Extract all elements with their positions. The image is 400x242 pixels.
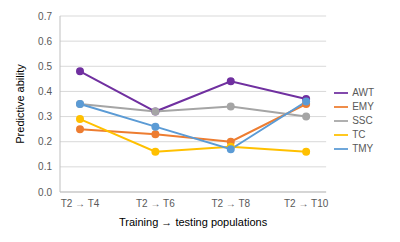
svg-text:T2 → T8: T2 → T8 (211, 198, 250, 209)
svg-text:0.6: 0.6 (38, 36, 52, 47)
svg-text:T2 → T6: T2 → T6 (136, 198, 175, 209)
svg-text:0.3: 0.3 (38, 111, 52, 122)
html-text:TC: TC (352, 128, 366, 140)
svg-text:T2 → T4: T2 → T4 (61, 198, 100, 209)
svg-text:0.2: 0.2 (38, 136, 52, 147)
svg-text:0.0: 0.0 (38, 187, 52, 198)
svg-text:T2 → T10: T2 → T10 (284, 198, 329, 209)
svg-text:0.7: 0.7 (38, 11, 52, 22)
html-text:SSC: SSC (352, 114, 373, 126)
svg-text:0.4: 0.4 (38, 86, 52, 97)
svg-text:0.1: 0.1 (38, 161, 52, 172)
svg-text:Training → testing populations: Training → testing populations (119, 216, 268, 228)
html-text:AWT: AWT (352, 86, 374, 98)
html-text:TMY: TMY (352, 142, 374, 154)
svg-text:Predictive ability: Predictive ability (14, 64, 26, 144)
html-text:EMY: EMY (352, 100, 374, 112)
svg-text:0.5: 0.5 (38, 61, 52, 72)
